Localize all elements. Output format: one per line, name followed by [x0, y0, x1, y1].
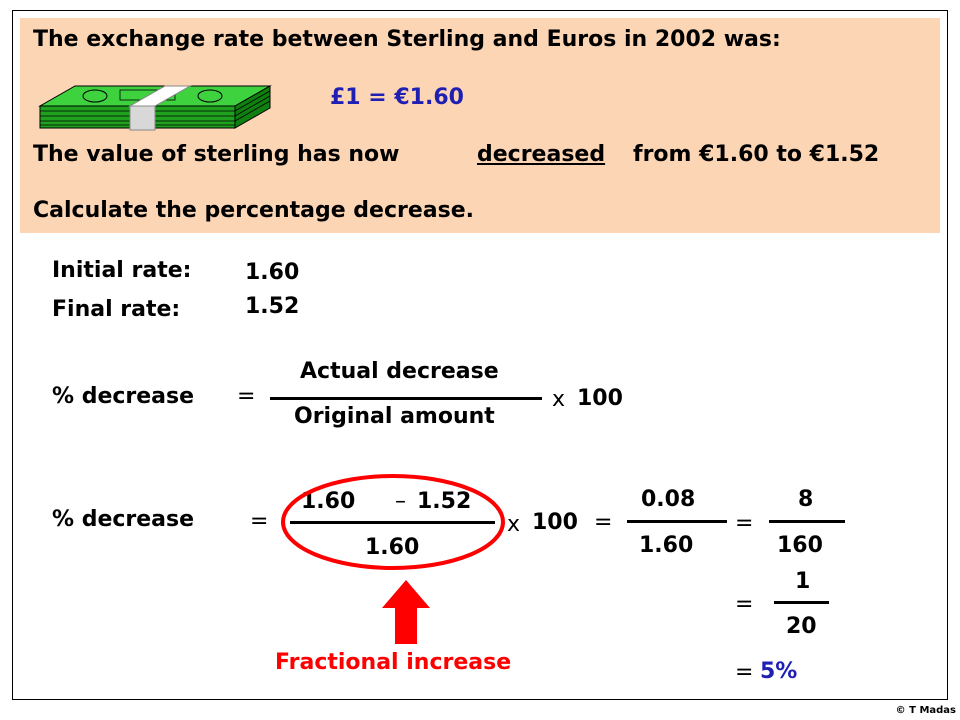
working-label: % decrease — [52, 507, 195, 532]
final-rate-value: 1.52 — [245, 294, 300, 319]
fraction-4-numerator: 1 — [795, 569, 811, 594]
question-line-3c: from €1.60 to €1.52 — [633, 142, 880, 167]
question-line-4: Calculate the percentage decrease. — [33, 198, 475, 223]
banknote-stack-icon — [38, 85, 272, 131]
fraction-3-numerator: 8 — [798, 487, 814, 512]
question-line-3a: The value of sterling has now — [33, 142, 400, 167]
annotation-label: Fractional increase — [275, 650, 512, 675]
working-equals-5: = — [735, 660, 754, 685]
arrow-up-icon — [382, 580, 430, 644]
formula-label: % decrease — [52, 384, 195, 409]
fraction-2-numerator: 0.08 — [641, 487, 696, 512]
initial-rate-value: 1.60 — [245, 260, 300, 285]
formula-fraction-bar — [270, 397, 542, 400]
working-times: x — [507, 512, 521, 537]
working-equals-2: = — [594, 510, 613, 535]
copyright-text: © T Madas — [895, 705, 956, 716]
final-rate-label: Final rate: — [52, 297, 181, 322]
exchange-rate-equation: £1 = €1.60 — [330, 85, 464, 110]
formula-equals: = — [237, 384, 256, 409]
formula-denominator: Original amount — [294, 404, 495, 429]
working-equals-4: = — [735, 592, 754, 617]
fraction-4-denominator: 20 — [786, 614, 817, 639]
working-numerator-b: 1.52 — [417, 489, 472, 514]
formula-numerator: Actual decrease — [300, 359, 499, 384]
highlight-circle-icon — [281, 474, 505, 570]
fraction-3-bar — [769, 520, 845, 523]
fraction-4-bar — [774, 601, 829, 604]
formula-hundred: 100 — [577, 386, 623, 411]
result-value: 5% — [760, 659, 798, 684]
working-fraction-bar — [290, 521, 495, 524]
fraction-3-denominator: 160 — [777, 533, 823, 558]
fraction-2-bar — [627, 520, 727, 523]
formula-times: x — [552, 387, 566, 412]
working-equals-1: = — [250, 509, 269, 534]
working-denominator: 1.60 — [365, 535, 420, 560]
slide-frame — [12, 10, 948, 700]
question-line-3-decreased: decreased — [477, 142, 606, 167]
working-equals-3: = — [735, 511, 754, 536]
fraction-2-denominator: 1.60 — [639, 533, 694, 558]
working-minus: – — [395, 489, 406, 514]
working-hundred: 100 — [532, 510, 578, 535]
question-line-1: The exchange rate between Sterling and E… — [33, 27, 781, 52]
initial-rate-label: Initial rate: — [52, 258, 192, 283]
